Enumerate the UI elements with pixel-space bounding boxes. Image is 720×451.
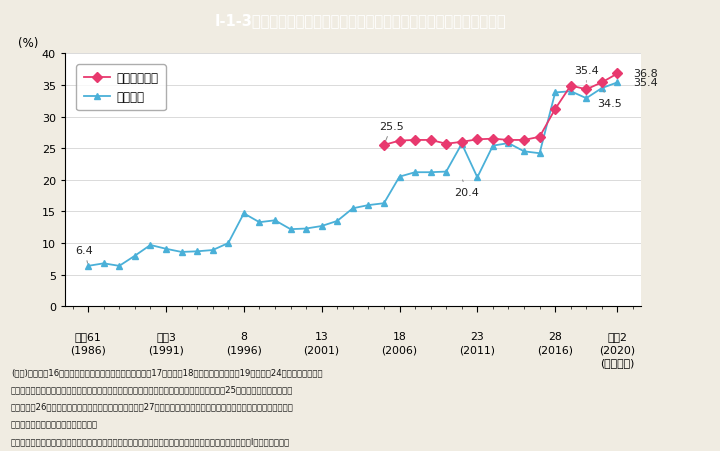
総合職等 [208, 248, 217, 253]
Text: 35.4: 35.4 [633, 78, 658, 88]
Text: 令和2: 令和2 [608, 331, 627, 341]
Text: 8: 8 [240, 331, 247, 341]
総合職等 [287, 227, 295, 232]
Text: 平成3: 平成3 [156, 331, 176, 341]
採用試験全体 [395, 138, 404, 144]
総合職等 [473, 175, 482, 180]
採用試験全体 [535, 135, 544, 140]
Text: (2020): (2020) [599, 345, 636, 355]
採用試験全体 [582, 87, 590, 93]
総合職等 [333, 219, 341, 224]
総合職等 [302, 226, 310, 232]
Text: (%): (%) [18, 37, 38, 50]
Line: 採用試験全体: 採用試験全体 [380, 71, 621, 149]
総合職等 [84, 263, 92, 269]
総合職等 [410, 170, 419, 175]
Text: (2006): (2006) [382, 345, 418, 355]
総合職等 [582, 96, 590, 101]
総合職等 [99, 261, 108, 267]
総合職等 [504, 141, 513, 147]
採用試験全体 [457, 140, 466, 145]
Text: (1991): (1991) [148, 345, 184, 355]
Text: (1986): (1986) [71, 345, 106, 355]
総合職等 [130, 253, 139, 259]
Text: 18: 18 [392, 331, 406, 341]
採用試験全体 [426, 138, 435, 143]
Text: 28: 28 [549, 331, 562, 341]
総合職等 [146, 243, 155, 248]
Text: I-1-3図　国家公務員採用試験からの採用者に占める女性の割合の推移: I-1-3図 国家公務員採用試験からの採用者に占める女性の割合の推移 [214, 13, 506, 28]
総合職等 [224, 241, 233, 246]
総合職等 [364, 203, 373, 208]
Legend: 採用試験全体, 総合職等: 採用試験全体, 総合職等 [76, 65, 166, 111]
総合職等 [193, 249, 202, 254]
Text: 20.4: 20.4 [454, 180, 479, 198]
総合職等 [535, 151, 544, 156]
Text: ２．「総合職等」とは国家公務員採用総合職試験（院卒者試験，大卒程度試験）及び国家公務員採用Ⅰ種試験並びに防: ２．「総合職等」とは国家公務員採用総合職試験（院卒者試験，大卒程度試験）及び国家… [11, 436, 290, 445]
総合職等 [379, 201, 388, 207]
総合職等 [255, 220, 264, 226]
採用試験全体 [442, 142, 451, 147]
採用試験全体 [551, 107, 559, 112]
Text: 昭和61: 昭和61 [75, 331, 102, 341]
総合職等 [395, 175, 404, 180]
総合職等 [348, 206, 357, 212]
Text: のフォローアップ」より作成。: のフォローアップ」より作成。 [11, 419, 98, 428]
採用試験全体 [504, 138, 513, 143]
採用試験全体 [520, 138, 528, 143]
Text: 36.8: 36.8 [633, 69, 658, 79]
採用試験全体 [410, 138, 419, 143]
Text: 23: 23 [470, 331, 485, 341]
Text: (採用年度): (採用年度) [600, 357, 634, 367]
Text: (1996): (1996) [226, 345, 262, 355]
Text: 34.5: 34.5 [597, 91, 622, 109]
Text: (備考)１．平成16年度以前は，人事院資料より作成。平成17年度及ょ18年度は総務省，平成19年度かも24年度は総務省・人: (備考)１．平成16年度以前は，人事院資料より作成。平成17年度及ょ18年度は総… [11, 368, 323, 377]
Text: 35.4: 35.4 [574, 66, 598, 83]
総合職等 [240, 211, 248, 216]
採用試験全体 [489, 137, 498, 142]
採用試験全体 [473, 137, 482, 143]
総合職等 [520, 149, 528, 155]
Text: (2011): (2011) [459, 345, 495, 355]
Line: 総合職等: 総合職等 [85, 80, 621, 270]
総合職等 [271, 218, 279, 224]
Text: 6.4: 6.4 [76, 246, 94, 263]
総合職等 [426, 170, 435, 175]
Text: 25.5: 25.5 [379, 122, 404, 143]
総合職等 [551, 91, 559, 96]
Text: (2016): (2016) [537, 345, 573, 355]
総合職等 [457, 142, 466, 147]
Text: 事院「女性国家公務員の採用・登用の拡大状況等のフォローアップの実施結果」，平成25年度は総務省・人事院，: 事院「女性国家公務員の採用・登用の拡大状況等のフォローアップの実施結果」，平成2… [11, 385, 293, 394]
総合職等 [489, 143, 498, 149]
総合職等 [567, 89, 575, 95]
総合職等 [177, 250, 186, 255]
採用試験全体 [598, 80, 606, 86]
総合職等 [115, 263, 124, 269]
Text: 平成26年度は内閣官房内閣人事局・人事院，平成27年度以降は内閣官房内閣人事局「女性国家公務員の採用状況: 平成26年度は内閣官房内閣人事局・人事院，平成27年度以降は内閣官房内閣人事局「… [11, 402, 294, 411]
総合職等 [318, 224, 326, 229]
採用試験全体 [567, 83, 575, 89]
総合職等 [442, 170, 451, 175]
Text: 13: 13 [315, 331, 328, 341]
総合職等 [162, 247, 171, 252]
Text: (2001): (2001) [304, 345, 340, 355]
総合職等 [598, 86, 606, 92]
総合職等 [613, 80, 622, 86]
採用試験全体 [613, 72, 622, 77]
採用試験全体 [379, 143, 388, 148]
